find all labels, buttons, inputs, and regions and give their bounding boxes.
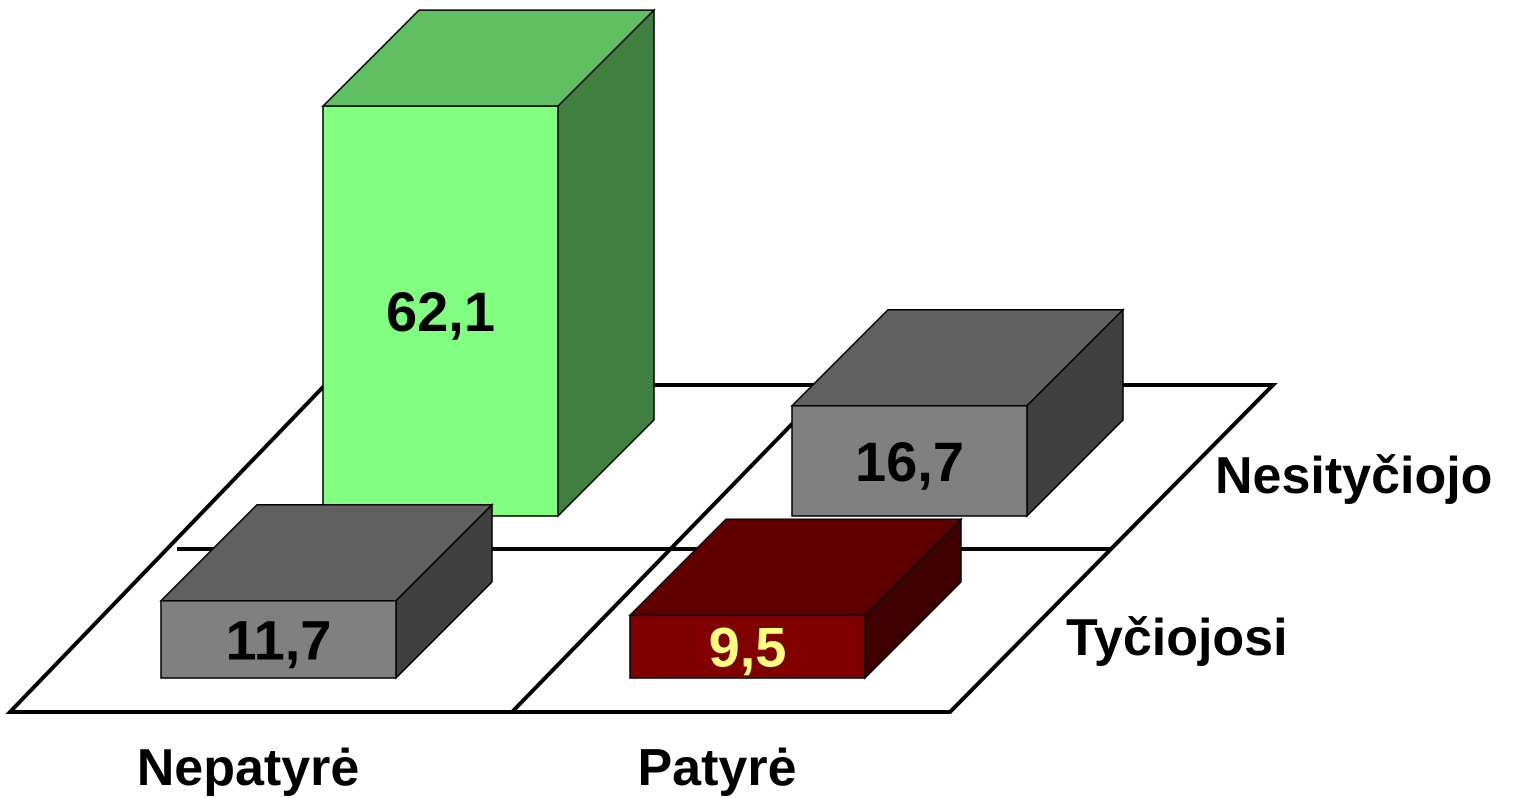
bar-patyr-tyiojosi-value-label: 9,5	[709, 616, 787, 679]
category-label-1: Nepatyrė	[137, 739, 360, 797]
bar-nepatyr-nesityiojo-value-label: 62,1	[386, 280, 495, 343]
series-label-nesityciojo: Nesityčiojo	[1215, 447, 1492, 505]
floor-column-divider	[510, 383, 832, 714]
bar-patyr-tyiojosi-front	[629, 614, 866, 679]
bar-nepatyr-tyiojosi	[159, 502, 494, 680]
bar-nepatyr-tyiojosi-front	[160, 600, 397, 679]
chart-text: 62,1 16,7 11,7 9,5 Nepatyrė Patyrė Nesityčiojo…	[137, 280, 1493, 797]
bar-patyr-tyiojosi	[628, 517, 963, 680]
chart-bars	[159, 8, 1125, 680]
bar-patyr-nesityiojo-value-label: 16,7	[855, 430, 964, 493]
series-label-tyciojosi: Tyčiojosi	[1066, 609, 1288, 667]
bar-nepatyr-tyiojosi-value-label: 11,7	[226, 608, 332, 671]
bar-nepatyr-nesityiojo-front	[322, 105, 559, 517]
category-label-2: Patyrė	[638, 739, 797, 797]
bar-nepatyr-nesityiojo	[321, 8, 656, 518]
bar-patyr-nesityiojo	[790, 307, 1125, 518]
bar-patyr-nesityiojo-front	[791, 405, 1028, 517]
